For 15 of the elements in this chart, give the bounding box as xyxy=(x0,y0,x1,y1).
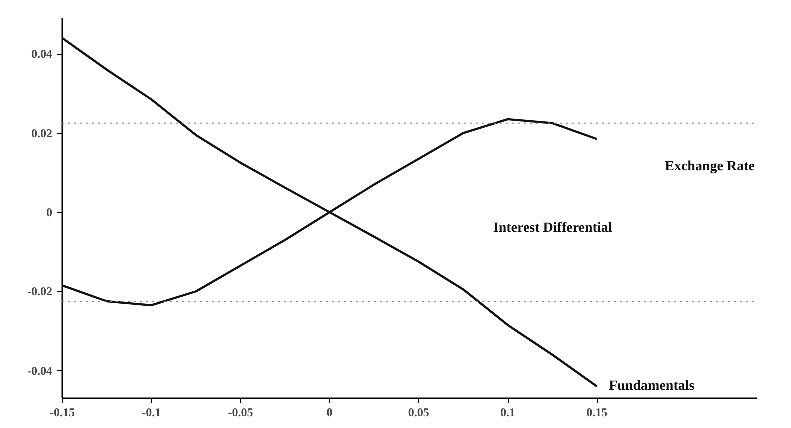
x-tick-label: -0.05 xyxy=(228,406,254,420)
series-label: Fundamentals xyxy=(609,379,696,394)
y-tick-label: -0.04 xyxy=(28,364,53,378)
x-tick-label: 0.05 xyxy=(408,406,430,420)
x-tick-label: 0.1 xyxy=(500,406,516,420)
x-tick-label: 0 xyxy=(326,406,333,420)
x-tick-label: 0.15 xyxy=(586,406,608,420)
annotation: Interest Differential xyxy=(493,221,612,236)
y-tick-label: 0 xyxy=(46,205,52,220)
x-tick-label: -0.15 xyxy=(50,406,75,420)
text: Exchange Rate xyxy=(665,160,755,175)
y-tick-label: -0.02 xyxy=(28,284,53,299)
y-tick-label: 0.02 xyxy=(32,126,52,140)
x-tick-label: -0.1 xyxy=(142,406,162,420)
y-tick-label: 0.04 xyxy=(32,47,52,62)
